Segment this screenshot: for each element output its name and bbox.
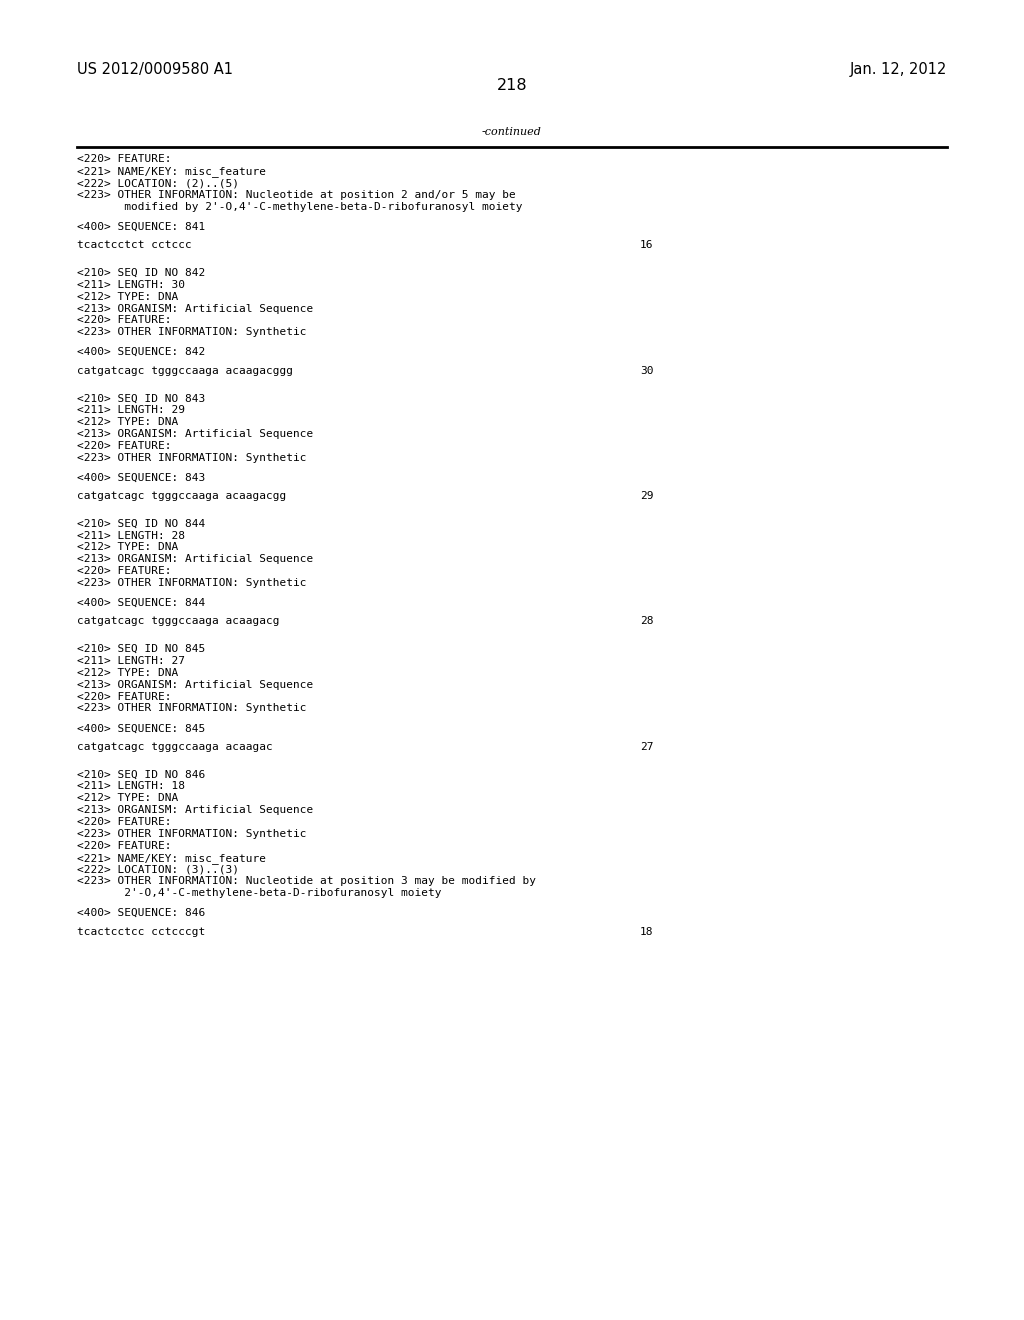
Text: <212> TYPE: DNA: <212> TYPE: DNA <box>77 417 178 428</box>
Text: <211> LENGTH: 27: <211> LENGTH: 27 <box>77 656 184 667</box>
Text: catgatcagc tgggccaaga acaagacg: catgatcagc tgggccaaga acaagacg <box>77 616 280 627</box>
Text: Jan. 12, 2012: Jan. 12, 2012 <box>850 62 947 77</box>
Text: <210> SEQ ID NO 846: <210> SEQ ID NO 846 <box>77 770 205 780</box>
Text: <400> SEQUENCE: 845: <400> SEQUENCE: 845 <box>77 723 205 734</box>
Text: tcactcctct cctccc: tcactcctct cctccc <box>77 240 191 251</box>
Text: <400> SEQUENCE: 846: <400> SEQUENCE: 846 <box>77 908 205 919</box>
Text: <212> TYPE: DNA: <212> TYPE: DNA <box>77 793 178 804</box>
Text: <213> ORGANISM: Artificial Sequence: <213> ORGANISM: Artificial Sequence <box>77 554 313 565</box>
Text: tcactcctcc cctcccgt: tcactcctcc cctcccgt <box>77 927 205 937</box>
Text: <223> OTHER INFORMATION: Nucleotide at position 3 may be modified by: <223> OTHER INFORMATION: Nucleotide at p… <box>77 876 536 887</box>
Text: catgatcagc tgggccaaga acaagac: catgatcagc tgggccaaga acaagac <box>77 742 272 752</box>
Text: <220> FEATURE:: <220> FEATURE: <box>77 841 171 851</box>
Text: <211> LENGTH: 28: <211> LENGTH: 28 <box>77 531 184 541</box>
Text: <213> ORGANISM: Artificial Sequence: <213> ORGANISM: Artificial Sequence <box>77 304 313 314</box>
Text: <223> OTHER INFORMATION: Synthetic: <223> OTHER INFORMATION: Synthetic <box>77 578 306 589</box>
Text: <222> LOCATION: (2)..(5): <222> LOCATION: (2)..(5) <box>77 178 239 189</box>
Text: 28: 28 <box>640 616 653 627</box>
Text: <212> TYPE: DNA: <212> TYPE: DNA <box>77 292 178 302</box>
Text: <210> SEQ ID NO 845: <210> SEQ ID NO 845 <box>77 644 205 655</box>
Text: <223> OTHER INFORMATION: Synthetic: <223> OTHER INFORMATION: Synthetic <box>77 327 306 338</box>
Text: <211> LENGTH: 29: <211> LENGTH: 29 <box>77 405 184 416</box>
Text: <220> FEATURE:: <220> FEATURE: <box>77 566 171 577</box>
Text: <400> SEQUENCE: 844: <400> SEQUENCE: 844 <box>77 598 205 609</box>
Text: <400> SEQUENCE: 843: <400> SEQUENCE: 843 <box>77 473 205 483</box>
Text: <213> ORGANISM: Artificial Sequence: <213> ORGANISM: Artificial Sequence <box>77 680 313 690</box>
Text: <220> FEATURE:: <220> FEATURE: <box>77 154 171 165</box>
Text: 18: 18 <box>640 927 653 937</box>
Text: <222> LOCATION: (3)..(3): <222> LOCATION: (3)..(3) <box>77 865 239 875</box>
Text: 218: 218 <box>497 78 527 92</box>
Text: <210> SEQ ID NO 843: <210> SEQ ID NO 843 <box>77 393 205 404</box>
Text: <221> NAME/KEY: misc_feature: <221> NAME/KEY: misc_feature <box>77 166 266 177</box>
Text: 29: 29 <box>640 491 653 502</box>
Text: <212> TYPE: DNA: <212> TYPE: DNA <box>77 668 178 678</box>
Text: US 2012/0009580 A1: US 2012/0009580 A1 <box>77 62 232 77</box>
Text: <210> SEQ ID NO 842: <210> SEQ ID NO 842 <box>77 268 205 279</box>
Text: <221> NAME/KEY: misc_feature: <221> NAME/KEY: misc_feature <box>77 853 266 863</box>
Text: <400> SEQUENCE: 841: <400> SEQUENCE: 841 <box>77 222 205 232</box>
Text: catgatcagc tgggccaaga acaagacgg: catgatcagc tgggccaaga acaagacgg <box>77 491 286 502</box>
Text: <213> ORGANISM: Artificial Sequence: <213> ORGANISM: Artificial Sequence <box>77 805 313 816</box>
Text: <220> FEATURE:: <220> FEATURE: <box>77 817 171 828</box>
Text: <213> ORGANISM: Artificial Sequence: <213> ORGANISM: Artificial Sequence <box>77 429 313 440</box>
Text: <211> LENGTH: 18: <211> LENGTH: 18 <box>77 781 184 792</box>
Text: <211> LENGTH: 30: <211> LENGTH: 30 <box>77 280 184 290</box>
Text: <220> FEATURE:: <220> FEATURE: <box>77 692 171 702</box>
Text: <223> OTHER INFORMATION: Nucleotide at position 2 and/or 5 may be: <223> OTHER INFORMATION: Nucleotide at p… <box>77 190 515 201</box>
Text: <212> TYPE: DNA: <212> TYPE: DNA <box>77 543 178 553</box>
Text: modified by 2'-O,4'-C-methylene-beta-D-ribofuranosyl moiety: modified by 2'-O,4'-C-methylene-beta-D-r… <box>77 202 522 213</box>
Text: <223> OTHER INFORMATION: Synthetic: <223> OTHER INFORMATION: Synthetic <box>77 829 306 840</box>
Text: catgatcagc tgggccaaga acaagacggg: catgatcagc tgggccaaga acaagacggg <box>77 366 293 376</box>
Text: 27: 27 <box>640 742 653 752</box>
Text: 2'-O,4'-C-methylene-beta-D-ribofuranosyl moiety: 2'-O,4'-C-methylene-beta-D-ribofuranosyl… <box>77 888 441 899</box>
Text: <220> FEATURE:: <220> FEATURE: <box>77 441 171 451</box>
Text: 30: 30 <box>640 366 653 376</box>
Text: 16: 16 <box>640 240 653 251</box>
Text: -continued: -continued <box>482 127 542 137</box>
Text: <223> OTHER INFORMATION: Synthetic: <223> OTHER INFORMATION: Synthetic <box>77 453 306 463</box>
Text: <220> FEATURE:: <220> FEATURE: <box>77 315 171 326</box>
Text: <210> SEQ ID NO 844: <210> SEQ ID NO 844 <box>77 519 205 529</box>
Text: <400> SEQUENCE: 842: <400> SEQUENCE: 842 <box>77 347 205 358</box>
Text: <223> OTHER INFORMATION: Synthetic: <223> OTHER INFORMATION: Synthetic <box>77 704 306 714</box>
